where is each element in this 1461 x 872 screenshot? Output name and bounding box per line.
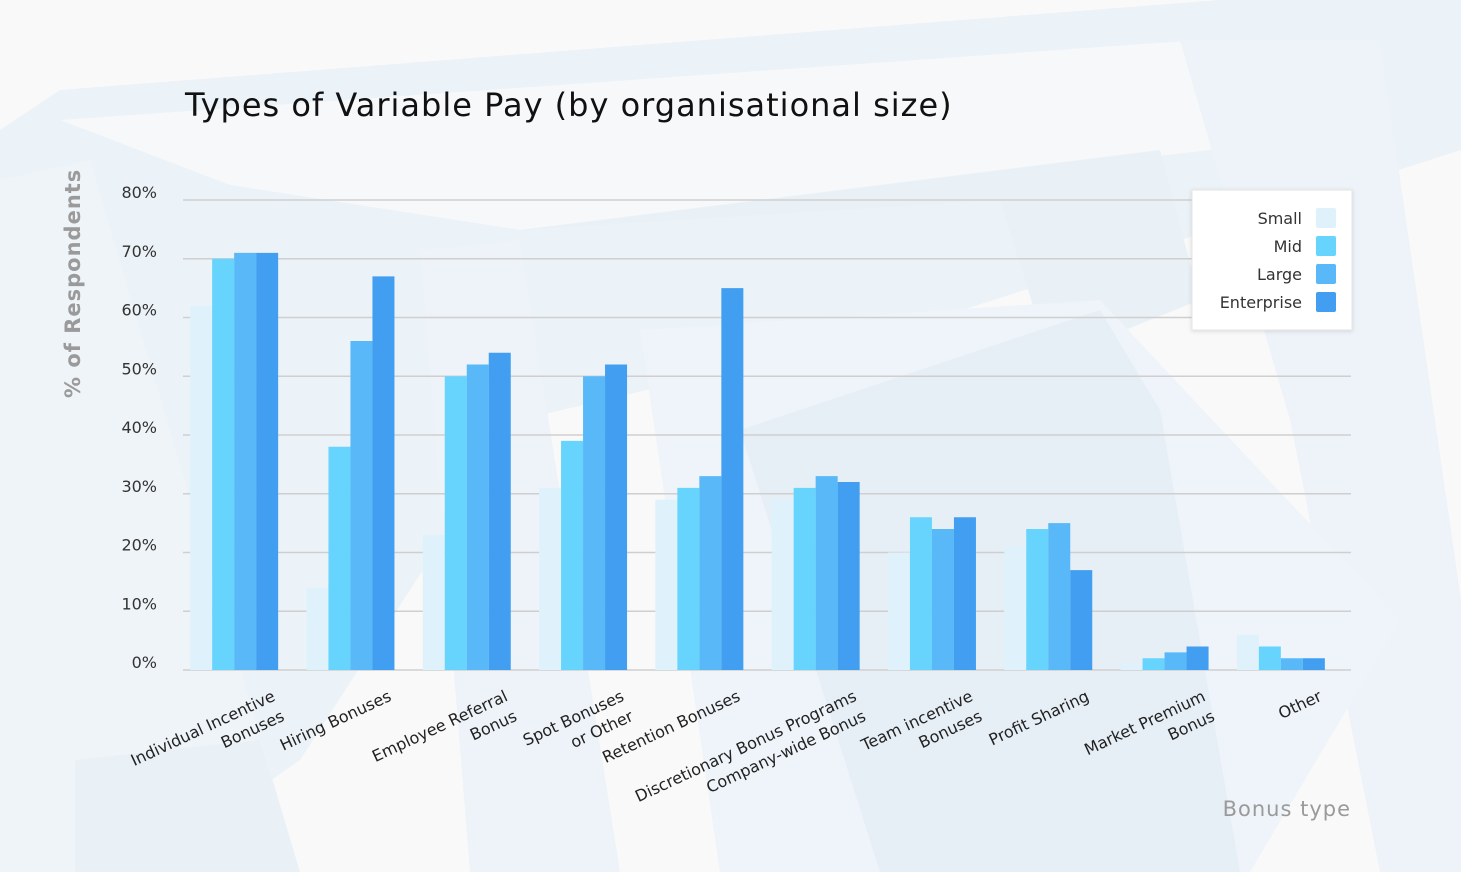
bar-mid-3 bbox=[561, 440, 584, 670]
bar-enterprise-7 bbox=[1070, 570, 1093, 670]
y-tick-label: 20% bbox=[121, 536, 157, 555]
bar-small-4 bbox=[655, 499, 678, 670]
bar-small-1 bbox=[306, 587, 329, 670]
y-axis-title: % of Respondents bbox=[61, 169, 85, 398]
bar-large-3 bbox=[583, 376, 606, 670]
bar-mid-0 bbox=[212, 258, 235, 670]
y-tick-label: 70% bbox=[121, 242, 157, 261]
legend-label-enterprise: Enterprise bbox=[1220, 293, 1302, 312]
bar-enterprise-4 bbox=[721, 288, 744, 670]
x-axis-title: Bonus type bbox=[1223, 797, 1351, 821]
bar-mid-6 bbox=[909, 517, 932, 670]
y-tick-label: 80% bbox=[121, 183, 157, 202]
bar-large-4 bbox=[699, 476, 722, 670]
bar-mid-4 bbox=[677, 487, 700, 670]
bar-small-5 bbox=[771, 499, 794, 670]
category-label: Market PremiumBonus bbox=[1081, 686, 1217, 779]
legend-label-mid: Mid bbox=[1274, 237, 1302, 256]
bars bbox=[190, 252, 1325, 670]
bar-large-0 bbox=[234, 252, 257, 670]
bar-mid-7 bbox=[1026, 529, 1049, 670]
category-label: Profit Sharing bbox=[986, 686, 1092, 749]
bar-mid-1 bbox=[328, 446, 351, 670]
bar-small-0 bbox=[190, 305, 213, 670]
bar-mid-8 bbox=[1142, 658, 1165, 670]
legend-swatch-large bbox=[1316, 264, 1336, 284]
bar-large-6 bbox=[931, 529, 954, 670]
y-tick-label: 50% bbox=[121, 359, 157, 378]
y-tick-label: 40% bbox=[121, 418, 157, 437]
y-tick-label: 60% bbox=[121, 301, 157, 320]
bar-large-1 bbox=[350, 341, 373, 670]
bar-large-2 bbox=[466, 364, 489, 670]
bar-enterprise-8 bbox=[1186, 646, 1209, 670]
y-tick-label: 10% bbox=[121, 594, 157, 613]
bar-enterprise-2 bbox=[488, 352, 511, 670]
bar-enterprise-5 bbox=[837, 482, 860, 670]
y-tick-label: 30% bbox=[121, 477, 157, 496]
category-label-line: Profit Sharing bbox=[986, 686, 1092, 749]
category-label-line: Other bbox=[1275, 686, 1325, 723]
bar-large-5 bbox=[815, 476, 838, 670]
bar-small-8 bbox=[1120, 664, 1143, 670]
bar-small-9 bbox=[1236, 634, 1259, 670]
bar-enterprise-0 bbox=[256, 252, 279, 670]
category-label: Other bbox=[1275, 686, 1325, 723]
legend-swatch-enterprise bbox=[1316, 292, 1336, 312]
category-label: Team incentiveBonuses bbox=[857, 686, 985, 775]
bar-small-3 bbox=[539, 487, 562, 670]
bar-mid-2 bbox=[444, 376, 467, 670]
legend-swatch-mid bbox=[1316, 236, 1336, 256]
bar-small-7 bbox=[1004, 546, 1027, 670]
bar-mid-5 bbox=[793, 487, 816, 670]
bar-enterprise-9 bbox=[1302, 658, 1325, 670]
bar-enterprise-6 bbox=[953, 517, 976, 670]
bar-small-6 bbox=[887, 552, 910, 670]
bar-enterprise-1 bbox=[372, 276, 395, 670]
category-label: Individual IncentiveBonuses bbox=[128, 686, 287, 789]
category-label: Discretionary Bonus ProgramsCompany-wide… bbox=[632, 686, 869, 825]
legend-label-large: Large bbox=[1257, 265, 1302, 284]
bar-large-7 bbox=[1048, 523, 1071, 670]
bar-large-9 bbox=[1280, 658, 1303, 670]
bar-enterprise-3 bbox=[605, 364, 628, 670]
y-axis-ticks: 0% 10% 20% 30% 40% 50% 60% 70% 80% bbox=[121, 183, 157, 672]
category-label-line: Discretionary Bonus Programs bbox=[632, 686, 859, 805]
legend-label-small: Small bbox=[1258, 209, 1302, 228]
bar-large-8 bbox=[1164, 652, 1187, 670]
legend: Small Mid Large Enterprise bbox=[1191, 189, 1353, 331]
chart-title: Types of Variable Pay (by organisational… bbox=[185, 86, 953, 124]
y-tick-label: 0% bbox=[132, 653, 157, 672]
bar-mid-9 bbox=[1258, 646, 1281, 670]
legend-swatch-small bbox=[1316, 208, 1336, 228]
bar-small-2 bbox=[422, 534, 445, 670]
